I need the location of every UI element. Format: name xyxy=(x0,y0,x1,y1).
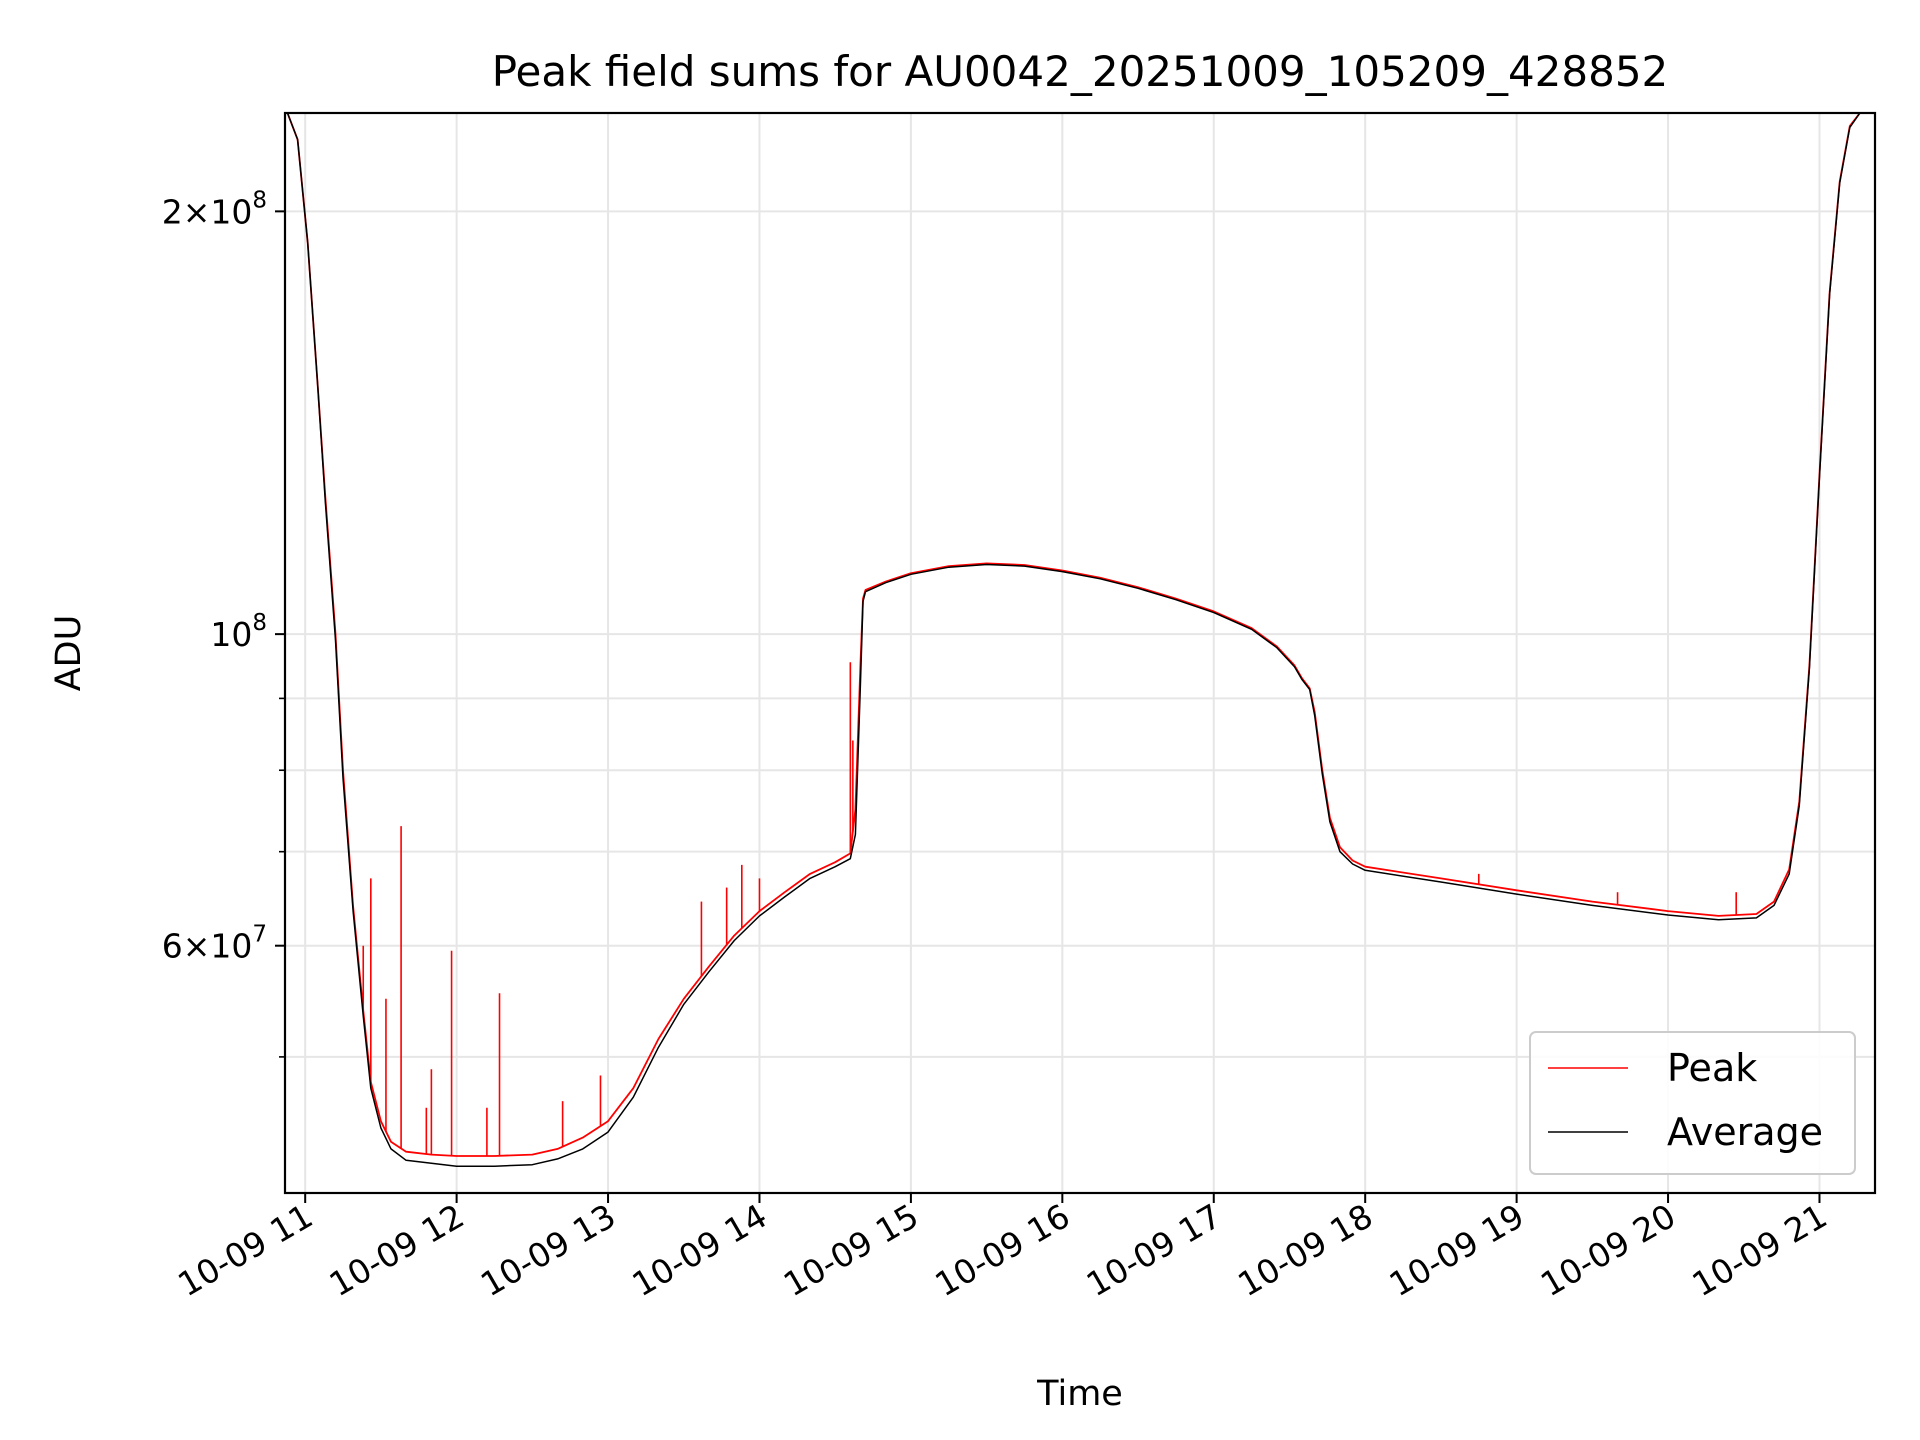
series-line-average xyxy=(286,113,1861,1167)
y-tick-exponent: 8 xyxy=(252,610,267,636)
series-line-peak xyxy=(286,113,1861,1157)
plot-frame xyxy=(283,111,1877,1195)
y-tick-exponent: 7 xyxy=(252,922,267,948)
y-tick-label: 2×108 xyxy=(162,187,267,231)
grid xyxy=(285,113,1875,1193)
y-tick-label: 108 xyxy=(210,610,267,654)
y-tick-base: 10 xyxy=(210,927,252,966)
y-tick-mantissa: 2× xyxy=(162,192,211,231)
y-tick-base: 10 xyxy=(210,615,252,654)
legend-label-peak: Peak xyxy=(1667,1046,1757,1090)
legend: Peak Average xyxy=(1529,1031,1856,1175)
legend-label-average: Average xyxy=(1667,1110,1823,1154)
chart-title: Peak field sums for AU0042_20251009_1052… xyxy=(492,47,1669,96)
y-axis-label: ADU xyxy=(49,615,89,692)
y-tick-base: 10 xyxy=(210,192,252,231)
y-tick-exponent: 8 xyxy=(252,187,267,213)
x-axis-label: Time xyxy=(1036,1374,1123,1414)
y-tick-mantissa: 6× xyxy=(162,927,211,966)
y-tick-label: 6×107 xyxy=(162,922,267,966)
series-layer xyxy=(286,113,1861,1167)
